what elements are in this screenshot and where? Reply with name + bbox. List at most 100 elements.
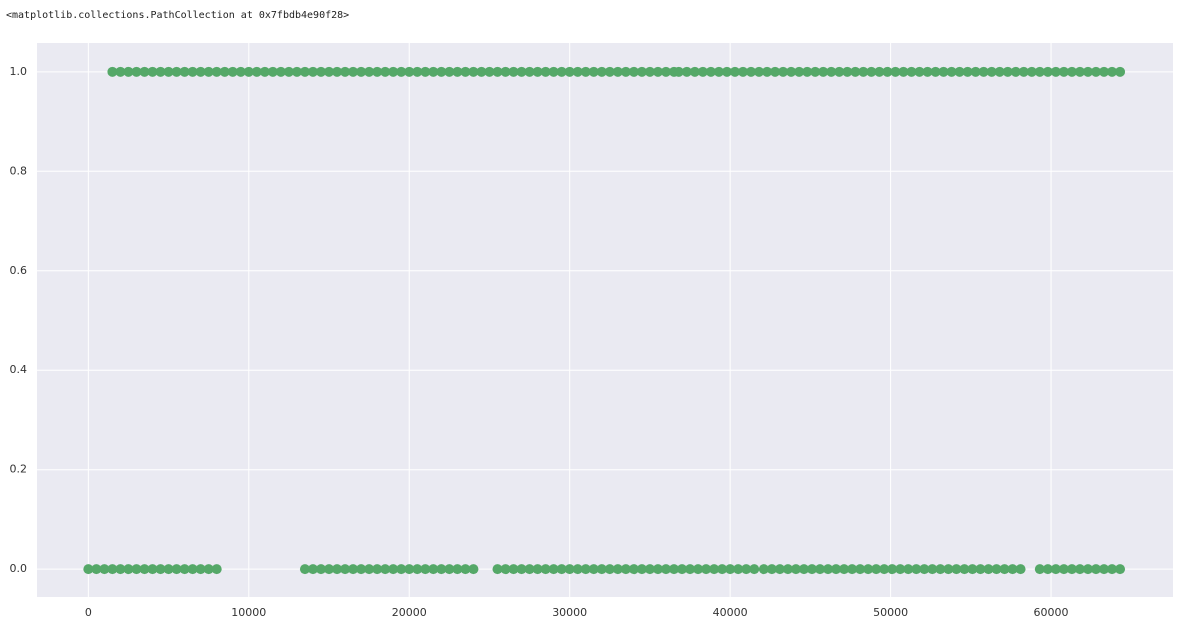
point [460, 66, 471, 77]
point [548, 564, 559, 575]
point [388, 66, 399, 77]
point [806, 564, 817, 575]
point [428, 66, 439, 77]
point [524, 66, 535, 77]
point [983, 564, 994, 575]
point [516, 564, 527, 575]
point [1050, 564, 1061, 575]
point [930, 66, 941, 77]
point [492, 66, 503, 77]
point [701, 564, 712, 575]
point [798, 564, 809, 575]
point [372, 564, 383, 575]
point [179, 564, 190, 575]
point [508, 564, 519, 575]
point [919, 564, 930, 575]
point [1090, 564, 1101, 575]
point [436, 564, 447, 575]
point [404, 66, 415, 77]
point [259, 66, 270, 77]
point [420, 564, 431, 575]
point [794, 66, 805, 77]
point [737, 66, 748, 77]
point [895, 564, 906, 575]
point [967, 564, 978, 575]
point [163, 564, 174, 575]
point [839, 564, 850, 575]
y-tick-label: 0.6 [10, 264, 28, 277]
point [818, 66, 829, 77]
point [1074, 564, 1085, 575]
point [203, 564, 214, 575]
point [1010, 66, 1021, 77]
point [911, 564, 922, 575]
point [842, 66, 853, 77]
point [484, 66, 495, 77]
point [705, 66, 716, 77]
point [810, 66, 821, 77]
x-tick-label: 30000 [552, 606, 587, 619]
point [195, 66, 206, 77]
point [540, 564, 551, 575]
y-tick-label: 0.4 [10, 363, 28, 376]
point [500, 66, 511, 77]
point [823, 564, 834, 575]
point [404, 564, 415, 575]
point [452, 66, 463, 77]
point [815, 564, 826, 575]
point [171, 66, 182, 77]
point [636, 564, 647, 575]
point [316, 564, 326, 575]
point [452, 564, 463, 575]
point [340, 66, 351, 77]
point [1058, 66, 1069, 77]
point [668, 564, 679, 575]
point [652, 564, 663, 575]
point [107, 564, 118, 575]
point [766, 564, 777, 575]
x-tick-label: 60000 [1034, 606, 1069, 619]
point [999, 564, 1010, 575]
point [906, 66, 917, 77]
point [717, 564, 728, 575]
point [1099, 564, 1110, 575]
point [227, 66, 238, 77]
point [959, 564, 970, 575]
point [1050, 66, 1061, 77]
point [468, 66, 479, 77]
point [612, 66, 623, 77]
point [786, 66, 797, 77]
x-tick-label: 20000 [392, 606, 427, 619]
point [1090, 66, 1101, 77]
point [155, 66, 166, 77]
point [564, 66, 575, 77]
y-tick-label: 0.2 [10, 463, 28, 476]
point [935, 564, 946, 575]
point [155, 564, 166, 575]
point [460, 564, 471, 575]
x-tick-label: 50000 [873, 606, 908, 619]
point [660, 66, 671, 77]
point [693, 564, 704, 575]
point [938, 66, 949, 77]
x-tick-label: 10000 [231, 606, 266, 619]
x-tick-label: 0 [85, 606, 92, 619]
point [1034, 66, 1045, 77]
point [267, 66, 278, 77]
point [1058, 564, 1069, 575]
point [677, 564, 688, 575]
point [636, 66, 647, 77]
point [850, 66, 861, 77]
y-tick-label: 1.0 [10, 65, 28, 78]
y-tick-label: 0.8 [10, 164, 28, 177]
point [516, 66, 527, 77]
point [596, 66, 607, 77]
point [922, 66, 933, 77]
point [758, 564, 769, 575]
point [874, 66, 885, 77]
point [548, 66, 559, 77]
point [652, 66, 663, 77]
point [754, 66, 765, 77]
point [729, 66, 740, 77]
